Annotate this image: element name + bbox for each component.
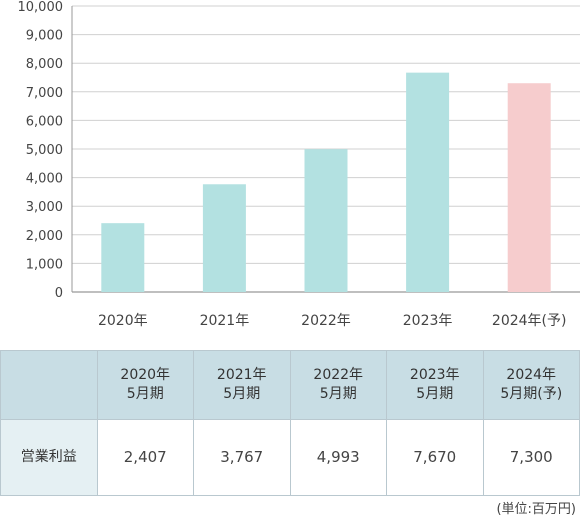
bar-3 (406, 72, 450, 292)
row-label-operating-profit: 営業利益 (0, 419, 98, 496)
table-cell-2024: 7,300 (482, 419, 580, 496)
x-tick-label: 2023年 (403, 313, 453, 329)
bar-1 (202, 184, 246, 292)
x-tick-label: 2024年(予) (492, 313, 567, 329)
y-tick-label: 9,000 (26, 29, 63, 44)
unit-note: (単位:百万円) (496, 502, 576, 517)
y-tick-label: 3,000 (26, 200, 63, 215)
table-row: 営業利益 2,407 3,767 4,993 7,670 7,300 (0, 419, 580, 496)
data-table: 2020年 5月期 2021年 5月期 2022年 5月期 2023年 5月期 … (0, 350, 580, 496)
table-header-2021: 2021年 5月期 (193, 350, 291, 420)
x-axis: 2020年 2021年 2022年 2023年 2024年(予) (98, 313, 567, 329)
bar-4 (507, 83, 551, 292)
table-header-2023: 2023年 5月期 (386, 350, 484, 420)
table-cell-2020: 2,407 (96, 419, 194, 496)
y-tick-label: 5,000 (26, 143, 63, 158)
table-corner-cell (0, 350, 98, 420)
table-header-2022: 2022年 5月期 (289, 350, 387, 420)
table-cell-2022: 4,993 (289, 419, 387, 496)
y-tick-label: 6,000 (26, 114, 63, 129)
bar-2 (304, 149, 348, 292)
x-tick-label: 2022年 (301, 313, 351, 329)
y-tick-label: 7,000 (26, 86, 63, 101)
table-header-2020: 2020年 5月期 (96, 350, 194, 420)
bar-0 (101, 223, 145, 292)
table-header-2024: 2024年 5月期(予) (482, 350, 580, 420)
y-axis: 0 1,000 2,000 3,000 4,000 5,000 6,000 7,000 8,00… (18, 0, 580, 301)
x-tick-label: 2021年 (200, 313, 250, 329)
y-tick-label: 4,000 (26, 172, 63, 187)
y-tick-label: 8,000 (26, 57, 63, 72)
y-tick-label: 2,000 (26, 229, 63, 244)
x-tick-label: 2020年 (98, 313, 148, 329)
y-tick-label: 0 (55, 286, 63, 301)
bar-series (101, 72, 551, 292)
table-header-row: 2020年 5月期 2021年 5月期 2022年 5月期 2023年 5月期 … (0, 350, 580, 420)
table-cell-2023: 7,670 (386, 419, 484, 496)
operating-profit-bar-chart: 0 1,000 2,000 3,000 4,000 5,000 6,000 7,000 8,00… (18, 0, 580, 329)
y-tick-label: 10,000 (18, 0, 64, 15)
y-tick-label: 1,000 (26, 257, 63, 272)
table-cell-2021: 3,767 (193, 419, 291, 496)
